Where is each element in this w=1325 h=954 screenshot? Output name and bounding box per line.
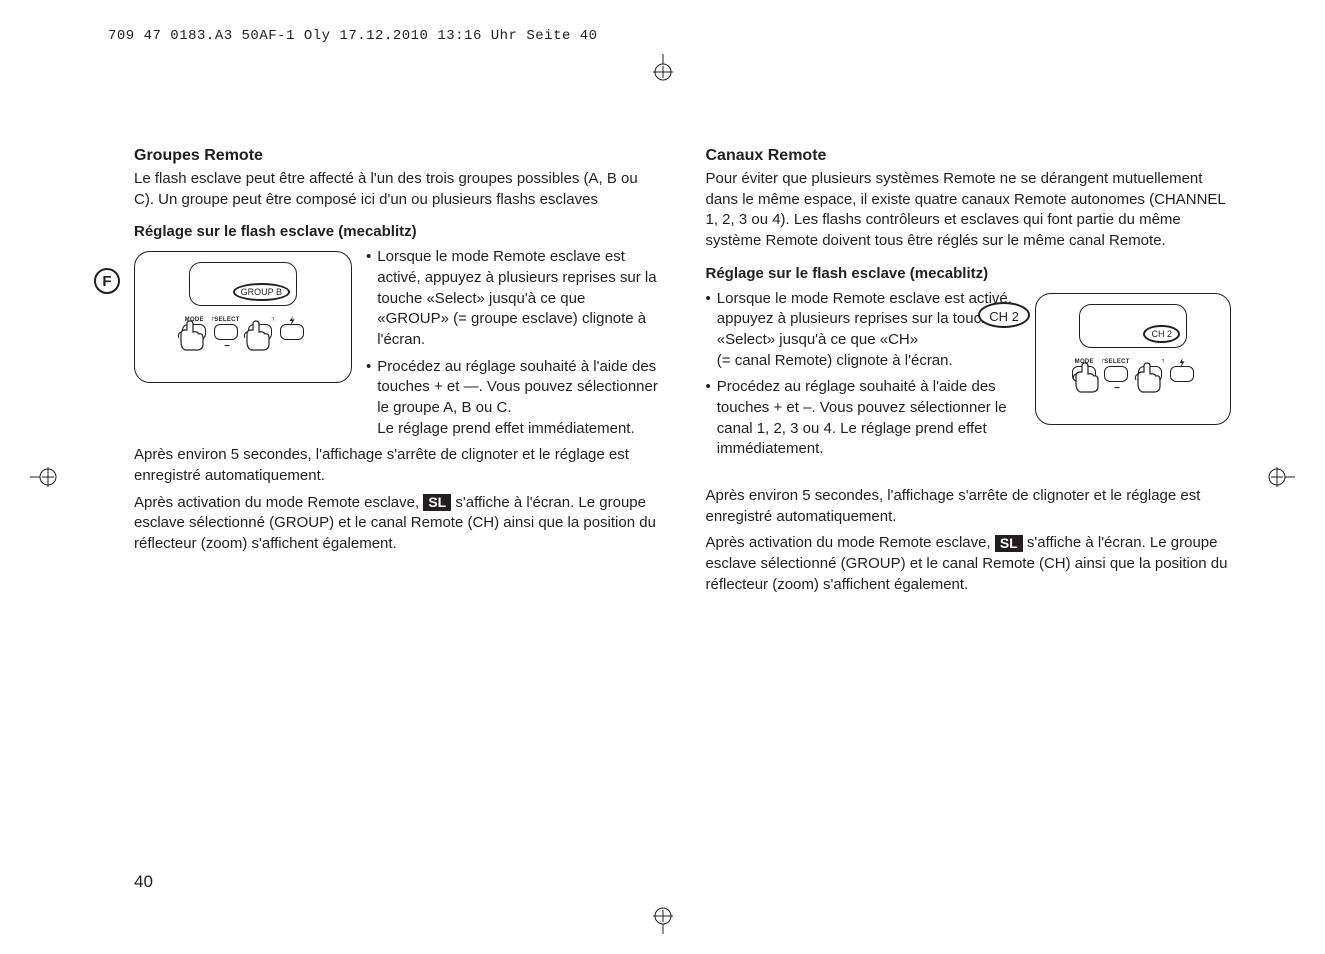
channel-zoom-label: CH 2 <box>978 302 1030 328</box>
flash-label <box>1170 358 1194 366</box>
left-column: Groupes Remote Le flash esclave peut êtr… <box>134 145 660 601</box>
right-after-paragraph: Après environ 5 secondes, l'affichage s'… <box>706 486 1232 527</box>
bullet-item: • Procédez au réglage souhaité à l'aide … <box>706 377 1024 460</box>
right-heading: Canaux Remote <box>706 145 1232 167</box>
left-intro: Le flash esclave peut être affecté à l'u… <box>134 169 660 210</box>
crop-mark-left-icon <box>30 463 58 491</box>
pointing-hand-icon <box>1070 362 1104 394</box>
left-after-paragraph: Après environ 5 secondes, l'affichage s'… <box>134 445 660 486</box>
left-subheading: Réglage sur le flash esclave (mecablitz) <box>134 222 660 243</box>
crop-mark-bottom-icon <box>649 906 677 934</box>
flash-label <box>280 316 304 324</box>
channel-lcd-icon: CH 2 <box>1079 304 1187 348</box>
right-subheading: Réglage sur le flash esclave (mecablitz) <box>706 264 1232 285</box>
pointing-hand-icon <box>241 320 275 352</box>
minus-button-icon <box>214 324 238 340</box>
bullet-text: Le réglage prend effet immédiatement. <box>377 420 634 437</box>
right-intro: Pour éviter que plusieurs systèmes Remot… <box>706 169 1232 252</box>
page-number: 40 <box>134 872 153 892</box>
left-heading: Groupes Remote <box>134 145 660 167</box>
left-sl-paragraph: Après activation du mode Remote esclave,… <box>134 493 660 555</box>
sl-badge: SL <box>995 535 1023 553</box>
right-sl-paragraph: Après activation du mode Remote esclave,… <box>706 533 1232 595</box>
pointing-hand-icon <box>175 320 209 352</box>
channel-diagram: CH 2 CH 2 MODE ┌ SELECT − <box>1035 293 1231 425</box>
right-column: Canaux Remote Pour éviter que plusieurs … <box>706 145 1232 601</box>
group-diagram: GROUP B GROUP B MODE ┌ SELECT − <box>134 251 352 383</box>
bullet-item: • Lorsque le mode Remote esclave est act… <box>706 289 1024 372</box>
crop-mark-right-icon <box>1267 463 1295 491</box>
sl-badge: SL <box>423 494 451 512</box>
minus-sign: − <box>1104 382 1129 396</box>
text-run: Après activation du mode Remote esclave, <box>134 494 423 511</box>
print-header: 709 47 0183.A3 50AF-1 Oly 17.12.2010 13:… <box>108 28 598 44</box>
minus-button-icon <box>1104 366 1128 382</box>
group-lcd-text: GROUP B <box>233 283 290 301</box>
bullet-text: Lorsque le mode Remote esclave est activ… <box>377 247 659 350</box>
channel-lcd-text: CH 2 <box>1143 325 1180 343</box>
bullet-text: Procédez au réglage souhaité à l'aide de… <box>377 358 658 416</box>
minus-sign: − <box>214 340 239 354</box>
flash-button-icon <box>280 324 304 340</box>
flash-button-icon <box>1170 366 1194 382</box>
bullet-text: (= canal Remote) clignote à l'écran. <box>717 352 953 369</box>
pointing-hand-icon <box>1132 362 1166 394</box>
bullet-text: Procédez au réglage souhaité à l'aide de… <box>717 377 1023 460</box>
bullet-text: Lorsque le mode Remote esclave est activ… <box>717 290 1012 348</box>
select-label: SELECT <box>1104 358 1129 366</box>
crop-mark-top-icon <box>649 54 677 82</box>
group-lcd-icon: GROUP B <box>189 262 297 306</box>
text-run: Après activation du mode Remote esclave, <box>706 534 995 551</box>
bullet-item: • Procédez au réglage souhaité à l'aide … <box>366 357 660 440</box>
bullet-item: • Lorsque le mode Remote esclave est act… <box>366 247 660 350</box>
select-label: SELECT <box>214 316 239 324</box>
language-letter-badge: F <box>94 268 120 294</box>
